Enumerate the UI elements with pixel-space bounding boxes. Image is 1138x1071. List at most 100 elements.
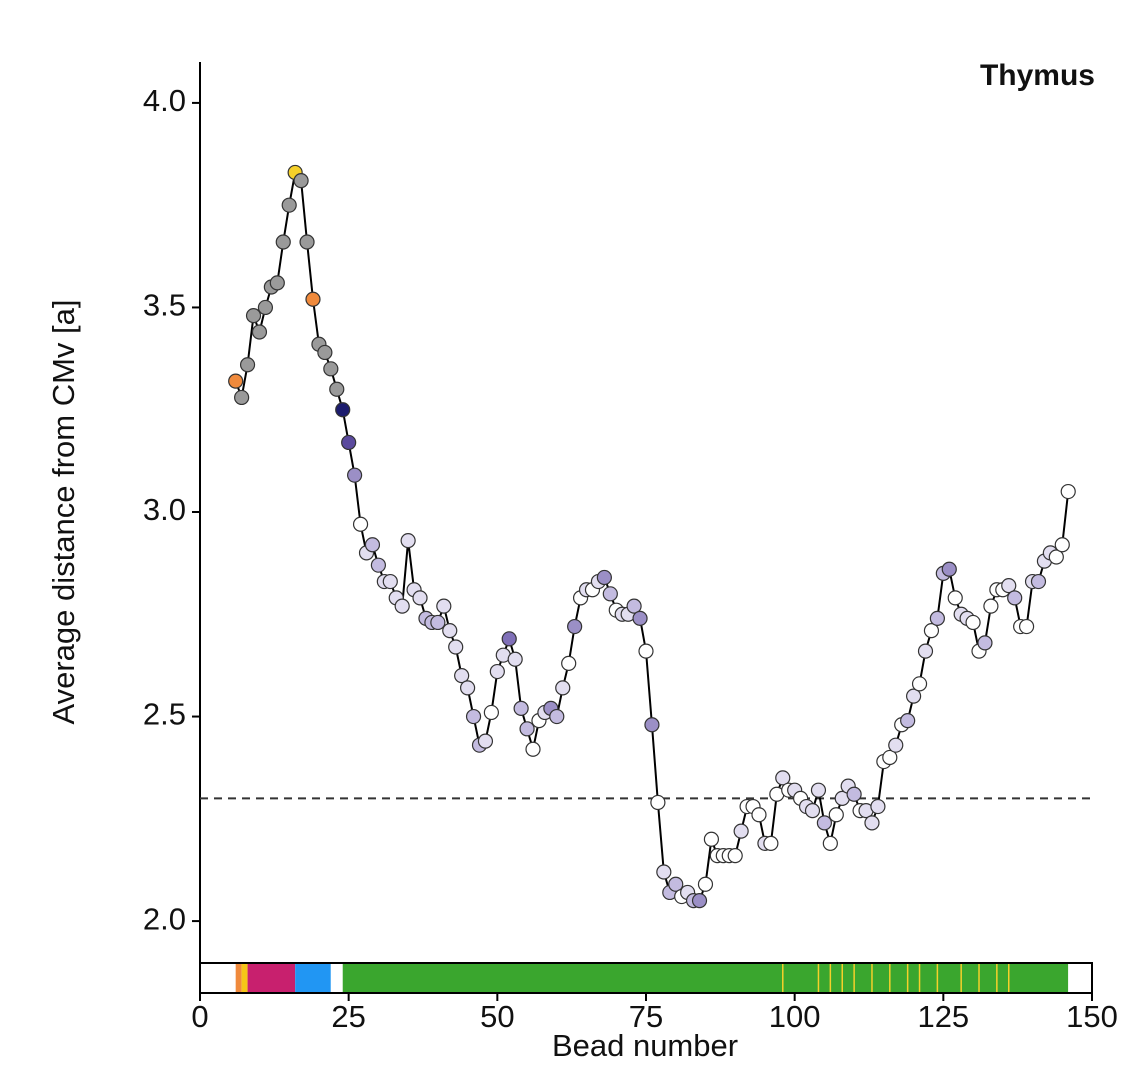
data-point (412, 590, 428, 606)
data-point (245, 308, 262, 324)
y-tick-label: 2.0 (143, 901, 186, 936)
data-point (733, 823, 749, 839)
x-tick-label: 0 (191, 999, 208, 1034)
data-point (341, 434, 357, 451)
data-point (888, 737, 904, 753)
track-segment (295, 963, 331, 993)
data-point (257, 299, 274, 316)
data-point (882, 749, 898, 766)
data-point (905, 688, 922, 704)
data-point (293, 173, 309, 189)
chart-title: Thymus (980, 59, 1095, 92)
data-point (489, 663, 505, 680)
data-point (305, 291, 321, 307)
data-point (983, 598, 999, 614)
data-point (638, 643, 654, 659)
data-point (751, 807, 767, 823)
track-segment (235, 963, 242, 993)
data-point (1054, 537, 1070, 553)
data-point (1001, 578, 1017, 594)
data-point (941, 561, 957, 577)
data-point (370, 557, 386, 573)
data-point (430, 614, 446, 631)
data-point (317, 344, 333, 361)
track-segment (1068, 963, 1092, 993)
x-tick-label: 100 (769, 999, 821, 1034)
data-point (228, 373, 244, 389)
data-point (810, 782, 827, 798)
data-point (501, 631, 517, 647)
data-point (364, 537, 381, 553)
data-point (442, 623, 458, 639)
data-point (299, 234, 315, 250)
track-segment (330, 963, 343, 993)
y-tick-label: 2.5 (143, 697, 186, 732)
data-point (816, 815, 833, 831)
data-point (251, 324, 268, 340)
data-point (929, 610, 945, 626)
data-point (977, 635, 993, 651)
data-point (436, 598, 452, 614)
data-point (323, 361, 339, 377)
data-point (400, 533, 416, 549)
data-point (632, 610, 648, 626)
data-point (525, 741, 541, 757)
data-point (234, 389, 250, 406)
data-point (870, 798, 886, 815)
data-point (1060, 483, 1076, 500)
y-tick-label: 3.0 (143, 492, 186, 527)
data-point (864, 815, 880, 831)
data-point (329, 381, 345, 397)
data-point (763, 835, 779, 851)
data-point (965, 614, 981, 631)
data-point (727, 848, 743, 864)
data-point (1030, 573, 1047, 590)
data-point (477, 733, 494, 749)
data-point (561, 655, 577, 671)
x-tick-label: 25 (331, 999, 365, 1034)
y-tick-label: 4.0 (143, 83, 186, 118)
data-point (460, 680, 476, 696)
data-point (269, 275, 285, 291)
data-point (281, 197, 297, 213)
data-point (454, 668, 470, 684)
data-point (846, 786, 862, 802)
data-point (347, 467, 363, 483)
data-point (822, 835, 838, 851)
data-point (335, 402, 351, 418)
data-point (626, 598, 642, 614)
data-point (507, 651, 523, 667)
data-point (947, 590, 963, 606)
data-point (775, 770, 791, 786)
data-point (668, 876, 684, 892)
data-point (911, 676, 928, 692)
y-axis-label: Average distance from CMv [a] (46, 300, 81, 725)
track-segment (342, 963, 1069, 993)
data-point (555, 680, 571, 696)
series-line (234, 169, 1070, 902)
data-point (549, 708, 565, 725)
data-point (275, 234, 291, 250)
data-point (691, 893, 708, 909)
data-point (828, 807, 844, 823)
data-point (596, 569, 612, 586)
track-segment (247, 963, 296, 993)
data-point (394, 598, 410, 614)
data-point (567, 618, 583, 635)
data-point (656, 864, 672, 880)
data-point (465, 708, 482, 725)
data-point (900, 713, 916, 729)
data-point (602, 586, 618, 602)
data-point (650, 794, 666, 811)
data-point (513, 700, 529, 716)
data-point (239, 357, 256, 373)
data-point (1007, 590, 1023, 606)
data-point (923, 623, 940, 639)
x-tick-label: 150 (1066, 999, 1118, 1034)
data-point (352, 516, 369, 532)
x-tick-label: 75 (629, 999, 663, 1034)
data-point (382, 573, 398, 590)
y-tick-label: 3.5 (143, 288, 186, 323)
data-point (703, 831, 720, 847)
